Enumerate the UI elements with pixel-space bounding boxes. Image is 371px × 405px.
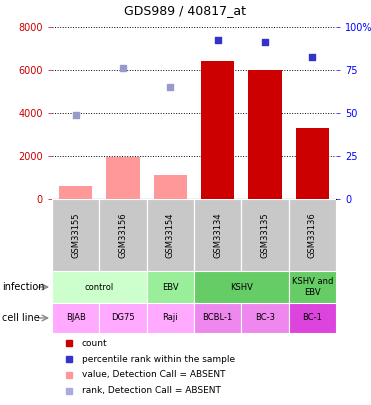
Bar	[99, 303, 147, 333]
Bar	[52, 303, 99, 333]
Bar	[249, 70, 282, 199]
Bar	[194, 303, 241, 333]
Bar	[289, 271, 336, 303]
Text: GSM33154: GSM33154	[166, 212, 175, 258]
Bar	[147, 271, 194, 303]
Text: EBV: EBV	[162, 283, 179, 292]
Text: GSM33135: GSM33135	[260, 212, 269, 258]
Bar	[59, 186, 92, 199]
Text: value, Detection Call = ABSENT: value, Detection Call = ABSENT	[82, 371, 225, 379]
Text: rank, Detection Call = ABSENT: rank, Detection Call = ABSENT	[82, 386, 220, 396]
Text: percentile rank within the sample: percentile rank within the sample	[82, 354, 235, 364]
Bar	[194, 199, 241, 271]
Bar	[154, 175, 187, 199]
Bar	[52, 271, 147, 303]
Bar	[147, 199, 194, 271]
Text: cell line: cell line	[2, 313, 40, 323]
Bar	[289, 303, 336, 333]
Text: infection: infection	[2, 282, 45, 292]
Text: BJAB: BJAB	[66, 313, 86, 322]
Bar	[147, 303, 194, 333]
Bar	[241, 199, 289, 271]
Bar	[99, 199, 147, 271]
Bar	[201, 62, 234, 199]
Text: GSM33156: GSM33156	[118, 212, 128, 258]
Bar	[289, 199, 336, 271]
Point	[309, 54, 315, 60]
Text: KSHV and
EBV: KSHV and EBV	[292, 277, 333, 297]
Bar	[106, 157, 139, 199]
Text: BCBL-1: BCBL-1	[203, 313, 233, 322]
Text: DG75: DG75	[111, 313, 135, 322]
Text: GSM33155: GSM33155	[71, 212, 80, 258]
Bar	[241, 303, 289, 333]
Text: BC-3: BC-3	[255, 313, 275, 322]
Point	[167, 84, 173, 90]
Text: count: count	[82, 339, 107, 347]
Point	[73, 112, 79, 118]
Point	[215, 37, 221, 43]
Bar	[52, 199, 99, 271]
Text: KSHV: KSHV	[230, 283, 253, 292]
Text: GDS989 / 40817_at: GDS989 / 40817_at	[125, 4, 246, 17]
Point	[120, 65, 126, 71]
Text: Raji: Raji	[162, 313, 178, 322]
Text: GSM33136: GSM33136	[308, 212, 317, 258]
Text: GSM33134: GSM33134	[213, 212, 222, 258]
Bar	[194, 271, 289, 303]
Text: BC-1: BC-1	[302, 313, 322, 322]
Text: control: control	[85, 283, 114, 292]
Point	[262, 39, 268, 45]
Bar	[296, 128, 329, 199]
